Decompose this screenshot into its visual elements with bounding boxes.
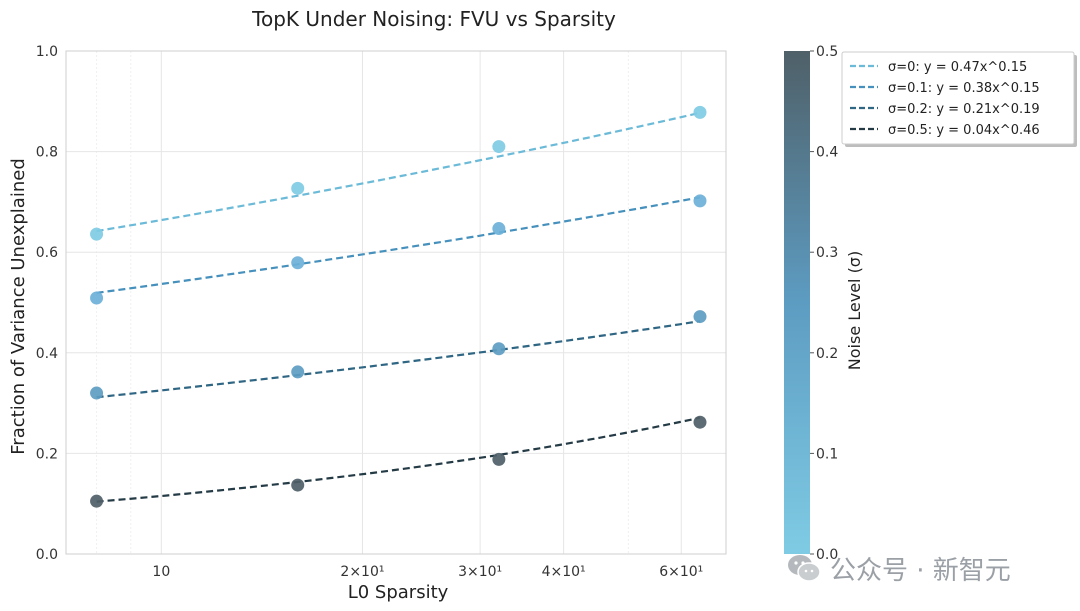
data-point-4 [90, 494, 104, 508]
data-point-1 [291, 181, 305, 195]
data-point-1 [90, 227, 104, 241]
colorbar-tick-label: 0.3 [816, 245, 838, 261]
y-tick-label: 0.6 [36, 245, 58, 261]
legend-entry: σ=0: y = 0.47x^0.15 [888, 60, 1027, 75]
y-tick-label: 0.4 [36, 346, 58, 362]
colorbar [784, 51, 810, 554]
data-point-4 [492, 452, 506, 466]
fit-line-2 [96, 196, 701, 294]
wechat-icon [786, 550, 822, 586]
colorbar-label: Noise Level (σ) [845, 251, 864, 370]
x-tick-label: 6×10¹ [659, 564, 703, 580]
legend [841, 51, 1075, 145]
colorbar-tick-label: 0.0 [816, 547, 838, 563]
colorbar-tick-label: 0.4 [816, 145, 838, 161]
data-point-2 [693, 194, 707, 208]
colorbar-tick-label: 0.2 [816, 346, 838, 362]
watermark: 公众号 · 新智元 [786, 548, 1066, 588]
fit-line-1 [96, 111, 701, 233]
x-tick-label: 3×10¹ [458, 564, 502, 580]
colorbar-tick-label: 0.5 [816, 44, 838, 60]
watermark-text: 公众号 · 新智元 [830, 555, 1011, 586]
legend-entry: σ=0.1: y = 0.38x^0.15 [888, 81, 1040, 96]
fit-line-3 [96, 320, 701, 399]
plot-frame [65, 50, 727, 555]
data-point-2 [492, 222, 506, 236]
data-point-4 [693, 415, 707, 429]
y-axis-label: Fraction of Variance Unexplained [8, 158, 29, 454]
chart-title: TopK Under Noising: FVU vs Sparsity [251, 7, 616, 31]
data-point-1 [693, 105, 707, 119]
x-axis-label: L0 Sparsity [348, 582, 449, 603]
colorbar-tick-label: 0.1 [816, 446, 838, 462]
y-tick-label: 0.0 [36, 547, 58, 563]
data-point-3 [693, 310, 707, 324]
data-point-3 [291, 365, 305, 379]
fit-line-4 [96, 416, 701, 503]
data-point-2 [291, 256, 305, 270]
data-point-1 [492, 140, 506, 154]
y-tick-label: 0.8 [36, 145, 58, 161]
x-tick-label: 10 [152, 564, 170, 580]
y-tick-label: 0.2 [36, 446, 58, 462]
data-point-3 [90, 386, 104, 400]
x-tick-label: 2×10¹ [340, 564, 384, 580]
y-tick-label: 1.0 [36, 44, 58, 60]
x-tick-label: 4×10¹ [542, 564, 586, 580]
legend-entry: σ=0.2: y = 0.21x^0.19 [888, 102, 1040, 117]
data-point-2 [90, 291, 104, 305]
data-point-4 [291, 478, 305, 492]
data-point-3 [492, 342, 506, 356]
legend-entry: σ=0.5: y = 0.04x^0.46 [888, 123, 1040, 138]
